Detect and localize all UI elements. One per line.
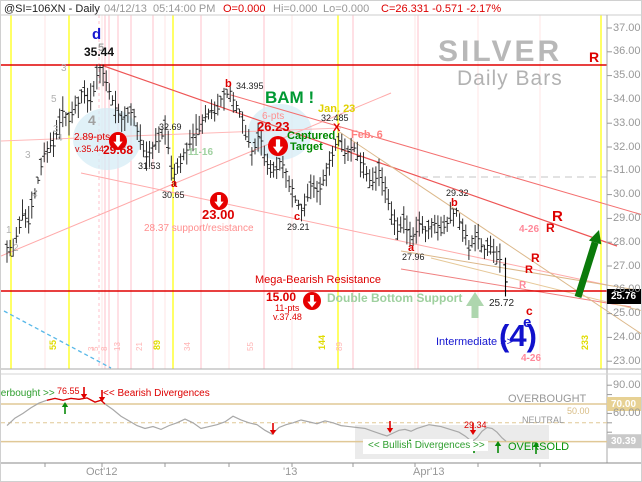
green-projection-arrow-head [588,230,602,245]
bullish-signal-arrow-icon [61,402,69,407]
high-value: Hi=0.000 [273,3,318,15]
session-time: 05:14:00 PM [153,3,216,15]
support-up-arrow [466,292,484,306]
open-value: O=0.000 [223,3,266,15]
watermark-subtitle: Daily Bars [457,67,563,90]
trend-line [1,92,392,257]
bearish-signal-arrow-icon [469,430,477,435]
close-change-value: C=26.331 -0.571 -2.17% [381,3,502,15]
oscillator-line-red-segment [46,397,106,405]
bullish-divergence-label-box [363,439,473,454]
trend-line [337,130,641,335]
watermark-title: SILVER [438,35,563,68]
bearish-signal-arrow-icon [80,394,88,399]
overbought-value-box [607,397,641,411]
down-arrow-circle-icon [272,146,284,154]
trend-line [100,64,618,247]
oscillator-value-box [607,434,641,449]
trend-line [400,250,641,292]
support-up-arrow [471,304,479,318]
low-value: Lo=0.000 [323,3,370,15]
bearish-signal-arrow-icon [269,430,277,435]
down-arrow-circle-icon [310,295,314,302]
trend-line [400,268,632,308]
down-arrow-circle-icon [307,301,317,308]
trend-line [1,127,342,142]
symbol-timeframe: @SI=106XN - Daily [4,3,100,15]
last-price-box [607,289,641,304]
down-arrow-circle-icon [275,139,281,148]
bearish-signal-arrow-icon [386,428,394,433]
trend-line [230,94,641,215]
highlight-circle [73,108,141,170]
down-arrow-circle-icon [217,195,221,202]
bullish-signal-arrow-icon [532,442,540,447]
trend-line [3,310,112,369]
bullish-signal-arrow-icon [494,441,502,446]
down-arrow-circle-icon [116,135,120,142]
down-arrow-circle-icon [214,201,224,208]
trend-line [80,172,608,286]
green-projection-arrow [574,241,599,299]
bearish-signal-arrow-icon [98,397,106,402]
down-arrow-circle-icon [113,141,123,148]
session-date: 04/12/13 [104,3,147,15]
